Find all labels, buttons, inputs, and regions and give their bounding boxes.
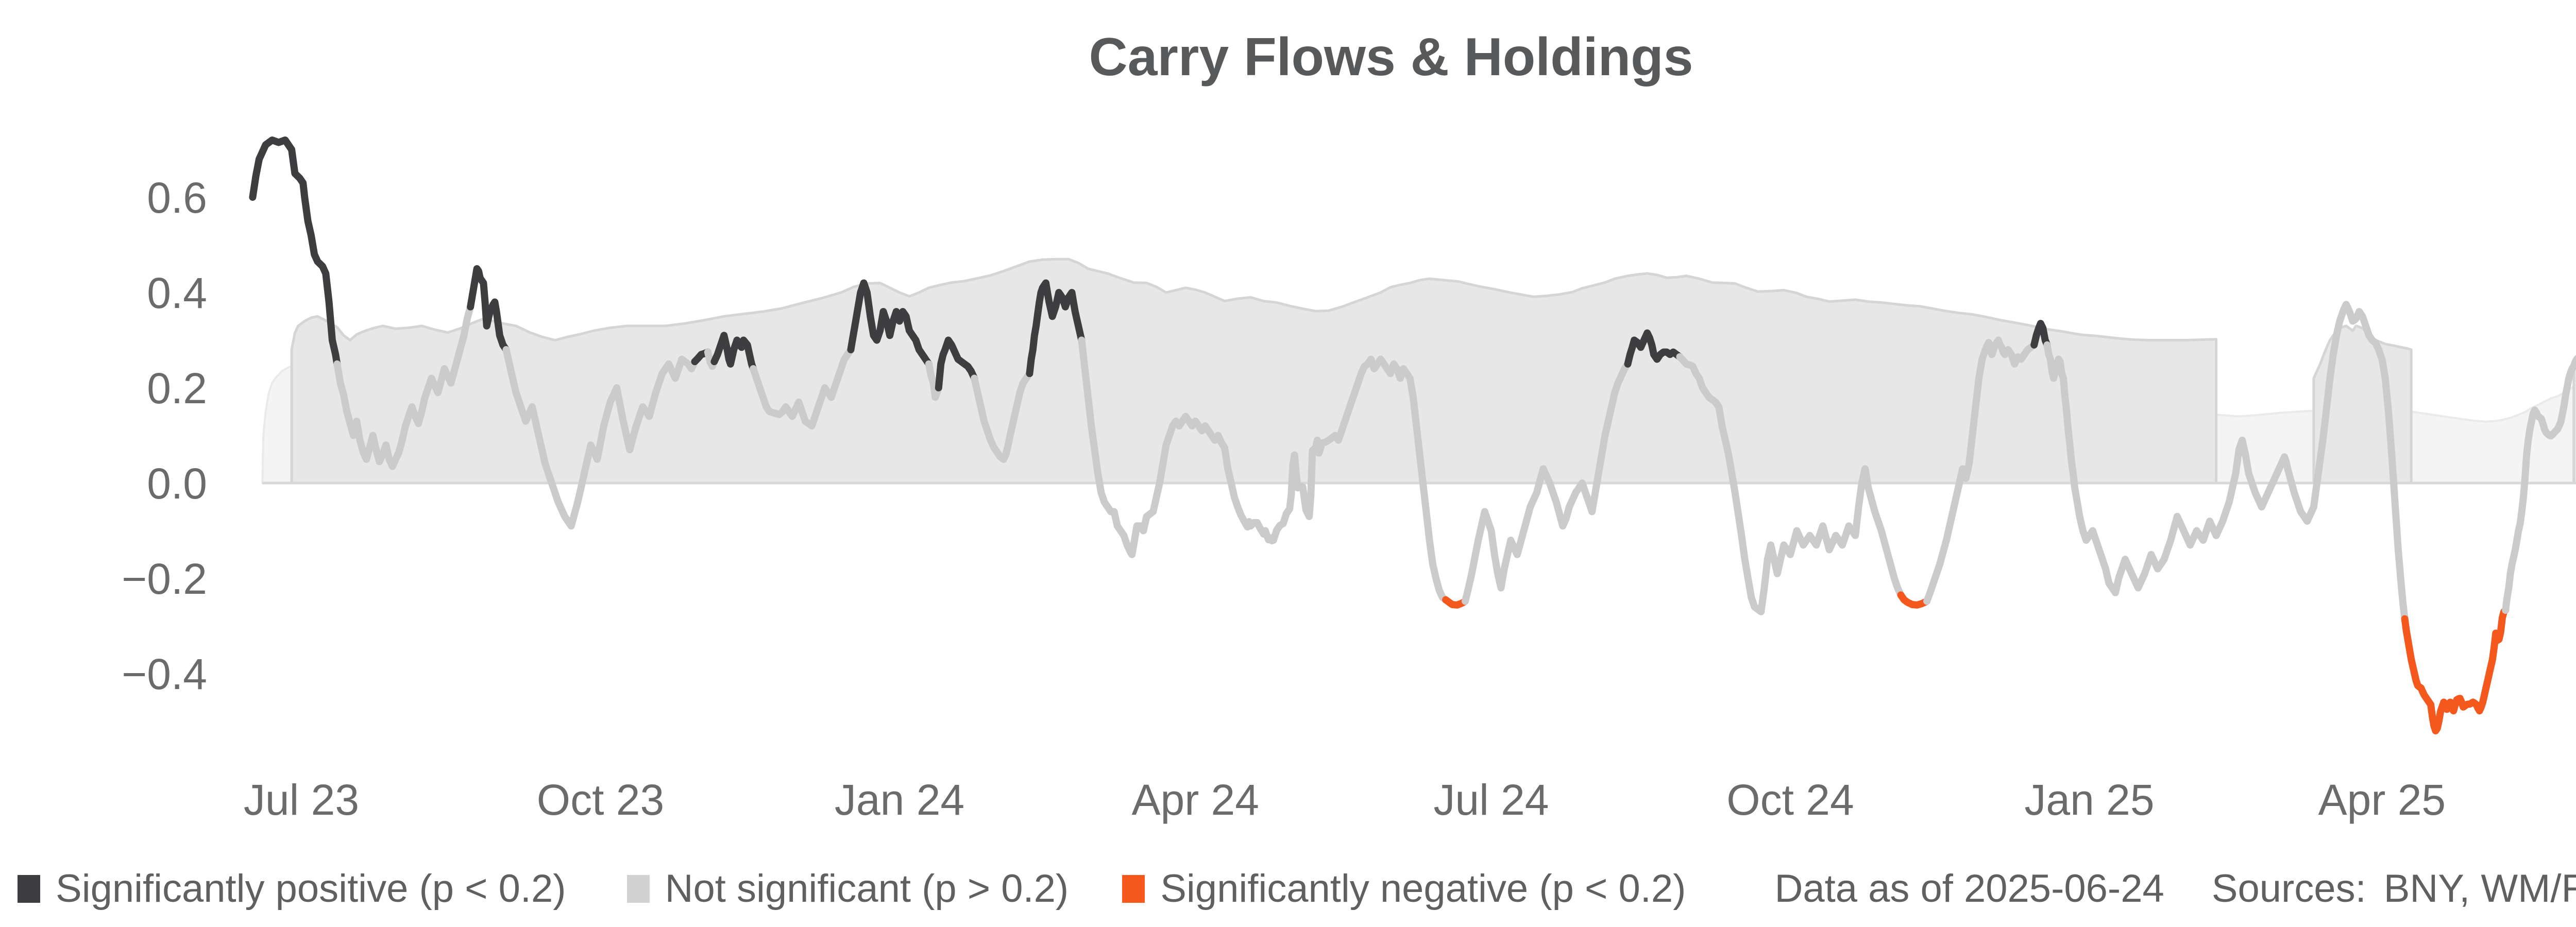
sources-label: Sources: xyxy=(2211,867,2366,911)
flows-line-segment-positive-12 xyxy=(1026,279,1086,377)
page-title: Carry Flows & Holdings xyxy=(1089,27,1693,87)
sources-note: Sources: BNY, WM/Refinitiv xyxy=(2212,866,2576,911)
y-tick-label: 0.2 xyxy=(147,364,207,413)
legend-swatch-none-icon xyxy=(626,874,650,903)
x-tick-label: Oct 23 xyxy=(537,776,664,824)
x-tick-label: Jan 25 xyxy=(2024,776,2154,824)
legend-label-none: Not significant (p > 0.2) xyxy=(665,867,1069,911)
x-tick-label: Apr 24 xyxy=(1132,776,1260,824)
x-tick-label: Jul 24 xyxy=(1433,776,1549,824)
highlight-window-1 xyxy=(2312,324,2413,485)
flows-line-segment-none-3 xyxy=(502,346,699,530)
flows-line-segment-none-19 xyxy=(1923,336,2038,605)
data-as-of-text: Data as of 2025-06-24 xyxy=(1774,867,2164,911)
legend-label-negative: Significantly negative (p < 0.2) xyxy=(1160,867,1686,911)
flows-line-segment-none-23 xyxy=(2502,355,2576,614)
legend-item-significantly-negative: Significantly negative (p < 0.2) xyxy=(1122,866,1686,911)
flows-line-segment-negative-22 xyxy=(2401,607,2510,734)
highlight-window-0 xyxy=(290,258,2218,485)
flows-line-segment-positive-2 xyxy=(467,265,510,353)
flows-line-segment-positive-16 xyxy=(1624,329,1684,368)
flows-line-segment-positive-20 xyxy=(2030,320,2051,349)
legend-and-footnotes: Significantly positive (p < 0.2) Not sig… xyxy=(18,866,2576,911)
flows-line-segment-none-17 xyxy=(1676,353,1905,615)
y-tick-label: 0.4 xyxy=(147,269,207,317)
sources-value: BNY, WM/Refinitiv xyxy=(2383,867,2576,911)
flows-line-segment-none-1 xyxy=(333,303,474,470)
y-tick-label: 0.6 xyxy=(147,174,207,222)
legend-swatch-positive-icon xyxy=(18,874,40,903)
legend-item-not-significant: Not significant (p > 0.2) xyxy=(626,866,1069,911)
flows-line-segment-none-13 xyxy=(1078,336,1450,604)
x-tick-label: Jul 23 xyxy=(244,776,359,824)
legend-label-positive: Significantly positive (p < 0.2) xyxy=(56,867,566,911)
data-as-of-note: Data as of 2025-06-24 xyxy=(1774,866,2164,911)
y-tick-label: 0.0 xyxy=(147,459,207,508)
y-tick-label: −0.4 xyxy=(122,650,207,698)
x-tick-label: Apr 25 xyxy=(2318,776,2446,824)
flows-line-segment-none-21 xyxy=(2043,301,2409,623)
y-tick-label: −0.2 xyxy=(122,555,207,603)
flows-line-segment-none-15 xyxy=(1462,360,1632,605)
flows-line-segment-positive-10 xyxy=(935,336,978,391)
flows-line-segment-positive-6 xyxy=(710,332,757,372)
legend-swatch-negative-icon xyxy=(1122,874,1145,903)
x-tick-label: Jan 24 xyxy=(835,776,964,824)
x-tick-label: Oct 24 xyxy=(1726,776,1854,824)
flows-line-segment-positive-8 xyxy=(847,279,933,368)
flows-line-segment-negative-18 xyxy=(1897,591,1930,609)
flows-line-segment-none-9 xyxy=(925,360,942,401)
flows-line-segment-none-7 xyxy=(750,346,855,430)
highlight-window-2 xyxy=(2572,363,2576,485)
flows-line-segment-none-11 xyxy=(971,370,1033,463)
legend-item-significantly-positive: Significantly positive (p < 0.2) xyxy=(18,866,566,911)
flows-line-segment-positive-0 xyxy=(249,136,341,368)
